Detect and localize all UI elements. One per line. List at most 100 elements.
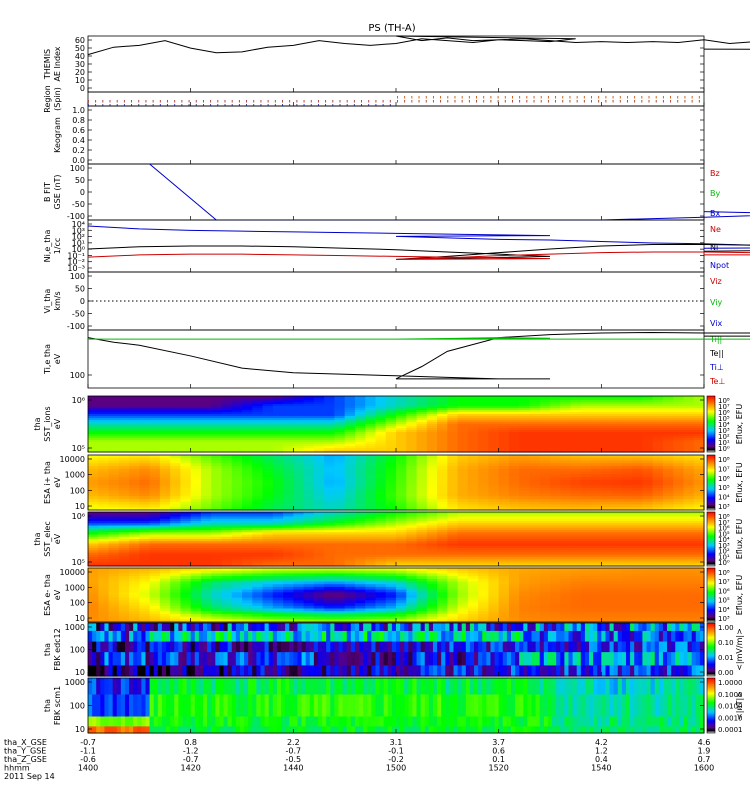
panel-1-region-dot-upper	[548, 96, 549, 99]
panel-9-ylabel: tha	[33, 532, 42, 545]
panel-1-region-dot-middle	[102, 100, 103, 103]
panel-1-region-dot-middle	[282, 100, 283, 103]
panel-8-ytick: 10	[75, 502, 85, 511]
panel-6-ytick: 100	[70, 371, 85, 380]
panel-3-frame	[88, 164, 704, 220]
panel-8-ylabel: ESA i+ tha	[43, 461, 52, 504]
panel-1-region-dot-middle	[656, 100, 657, 103]
panel-1-region-dot-middle	[95, 100, 96, 103]
panel-1-region-dot-middle	[663, 100, 664, 103]
panel-4-series-Ne	[88, 252, 750, 259]
panel-1-region-dot-middle	[526, 100, 527, 103]
panel-1-region-dot-upper	[649, 96, 650, 99]
panel-1-region-dot-middle	[562, 100, 563, 103]
panel-1-region-dot-upper	[620, 96, 621, 99]
panel-1-region-dot-upper	[577, 96, 578, 99]
panel-9-colorbar	[707, 512, 715, 566]
panel-7-ytick: 10⁵	[72, 444, 85, 453]
panel-1-region-dot-middle	[210, 100, 211, 103]
panel-2-ytick: 0.8	[72, 116, 85, 125]
panel-1-region-dot-upper	[677, 96, 678, 99]
panel-1-region-dot-middle	[203, 100, 204, 103]
panel-1-ylabel: (Spin)	[53, 87, 62, 111]
panel-8-colorbar-tick: 10⁷	[718, 465, 730, 473]
panel-1-region-dot-middle	[368, 100, 369, 103]
panel-1-region-dot-middle	[304, 100, 305, 103]
panel-1-region-dot-upper	[555, 96, 556, 99]
panel-1-region-dot-upper	[440, 96, 441, 99]
panel-8-colorbar-tick: 10⁸	[718, 456, 730, 464]
panel-1-region-dot-upper	[641, 96, 642, 99]
panel-1-region-dot-upper	[498, 96, 499, 99]
panel-1-region-dot-upper	[419, 96, 420, 99]
panel-1-region-dot-upper	[476, 96, 477, 99]
panel-1-region-dot-middle	[253, 100, 254, 103]
panel-7-ylabel: eV	[53, 418, 62, 429]
panel-1-region-dot-middle	[411, 100, 412, 103]
panel-1-region-dot-middle	[239, 100, 240, 103]
panel-1-region-dot-middle	[268, 100, 269, 103]
panel-0-ylabel: AE Index	[53, 46, 62, 81]
panel-1-region-dot-middle	[649, 100, 650, 103]
panel-1-region-dot-middle	[138, 100, 139, 103]
panel-1-region-dot-middle	[325, 100, 326, 103]
panel-3-ytick: 0	[80, 188, 85, 197]
panel-1-region-dot-middle	[404, 100, 405, 103]
panel-5-ytick: 0	[80, 297, 85, 306]
panel-1-region-dot-middle	[620, 100, 621, 103]
panel-1-region-dot-middle	[433, 100, 434, 103]
panel-1-region-dot-middle	[512, 100, 513, 103]
panel-1-region-dot-middle	[347, 100, 348, 103]
panel-1-region-dot-upper	[512, 96, 513, 99]
panel-1-region-dot-upper	[505, 96, 506, 99]
panel-1-region-dot-upper	[447, 96, 448, 99]
panel-9-ylabel: SST_elec	[43, 521, 52, 557]
panel-8-colorbar-tick: 10⁶	[718, 475, 730, 483]
panel-1-region-dot-middle	[145, 100, 146, 103]
panel-3-ylabel: GSE (nT)	[53, 174, 62, 209]
panel-1-region-dot-upper	[627, 96, 628, 99]
panel-0-ytick: 0	[80, 84, 85, 93]
panel-2-frame	[88, 106, 704, 164]
panel-1-region-dot-upper	[397, 96, 398, 99]
panel-8-colorbar-tick: 10⁵	[718, 484, 730, 492]
panel-1-region-dot-upper	[591, 96, 592, 99]
panel-1-region-dot-middle	[361, 100, 362, 103]
panel-1-region-dot-middle	[476, 100, 477, 103]
panel-1-region-dot-middle	[692, 100, 693, 103]
panel-5-ylabel: Vi_tha	[43, 289, 52, 314]
panel-1-region-dot-middle	[318, 100, 319, 103]
panel-5-legend-Viy: Viy	[710, 298, 723, 307]
panel-1-region-dot-middle	[260, 100, 261, 103]
panel-1-region-dot-upper	[483, 96, 484, 99]
panel-6-ylabel: Ti,e tha	[43, 344, 52, 375]
panel-4-ylabel: Ni,e_tha	[43, 230, 52, 263]
panel-1-region-dot-upper	[670, 96, 671, 99]
panel-3-legend-By: By	[710, 189, 720, 198]
panel-1-region-dot-middle	[296, 100, 297, 103]
panel-1-region-dot-middle	[217, 100, 218, 103]
panel-8-ytick: 10000	[60, 455, 85, 464]
panel-1-region-dot-middle	[131, 100, 132, 103]
panel-1-region-dot-middle	[641, 100, 642, 103]
panel-1-region-dot-upper	[462, 96, 463, 99]
panel-1-region-dot-upper	[541, 96, 542, 99]
panel-1-region-dot-middle	[383, 100, 384, 103]
panel-1-region-dot-upper	[663, 96, 664, 99]
panel-1-region-dot-middle	[397, 100, 398, 103]
panel-1-region-dot-upper	[584, 96, 585, 99]
panel-1-region-dot-upper	[656, 96, 657, 99]
panel-9-ytick: 10⁶	[72, 512, 85, 521]
panel-0-frame	[88, 36, 704, 92]
panel-7-colorbar	[707, 396, 715, 452]
panel-1-region-dot-middle	[447, 100, 448, 103]
panel-1-region-dot-middle	[677, 100, 678, 103]
panel-1-region-dot-middle	[699, 100, 700, 103]
panel-2-ytick: 1.0	[72, 106, 85, 115]
panel-1-region-dot-middle	[189, 100, 190, 103]
panel-9-ytick: 10⁵	[72, 558, 85, 567]
panel-7-ytick: 10⁶	[72, 396, 85, 405]
panel-1-region-dot-middle	[570, 100, 571, 103]
panel-1-region-dot-upper	[469, 96, 470, 99]
